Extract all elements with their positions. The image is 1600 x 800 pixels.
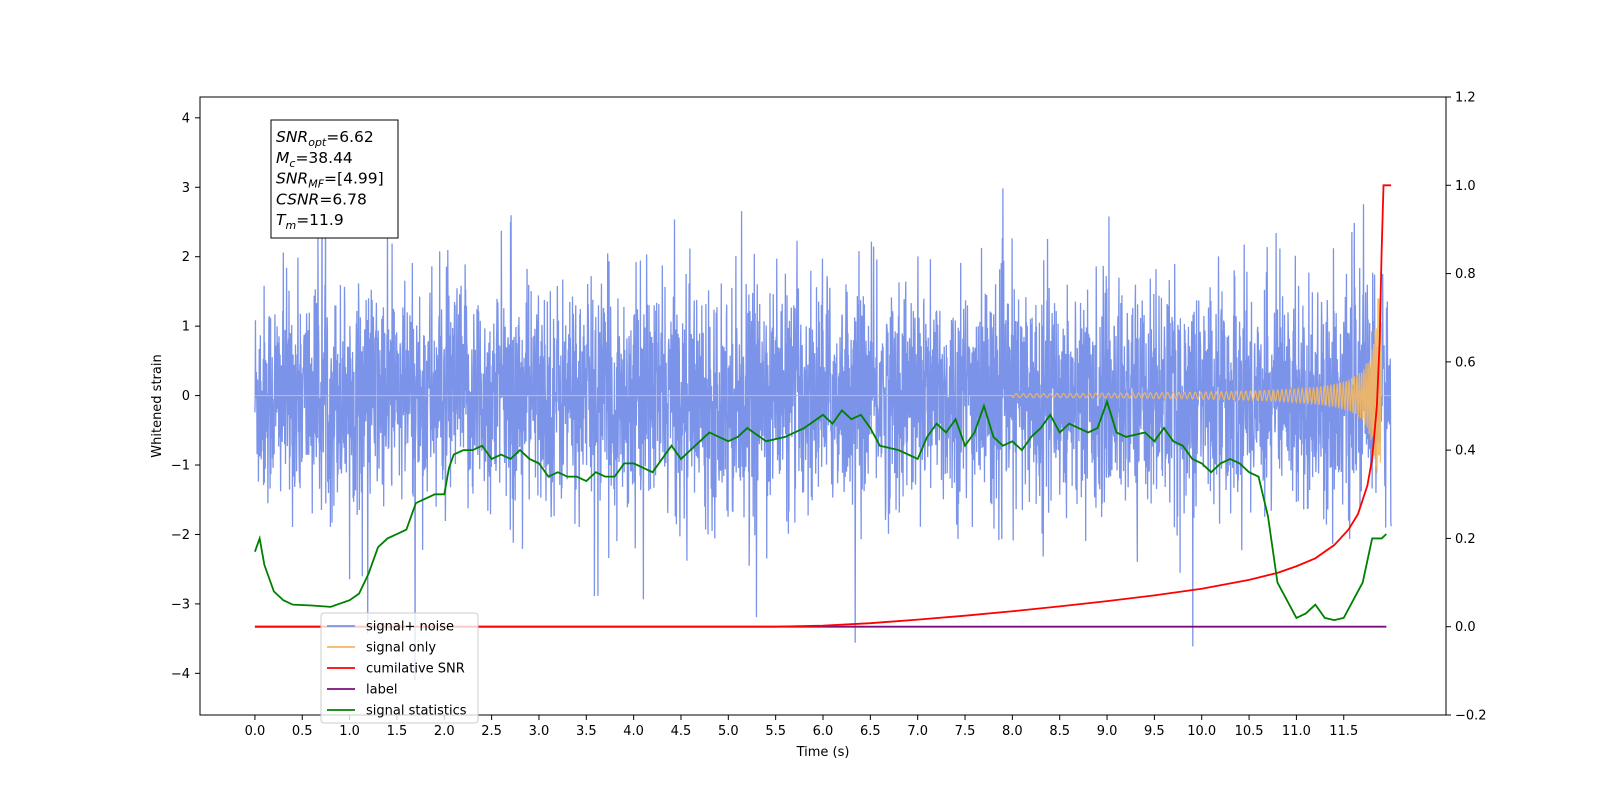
- y2-tick-label: 0.2: [1455, 532, 1476, 547]
- y-tick-label: 3: [182, 181, 190, 196]
- x-tick-label: 1.0: [339, 724, 360, 739]
- x-axis-label: Time (s): [796, 745, 850, 760]
- legend-label: cumilative SNR: [366, 662, 465, 677]
- signal-statistics-series: [254, 398, 1387, 622]
- x-tick-label: 3.0: [529, 724, 550, 739]
- annotation-frame: [270, 119, 399, 239]
- x-tick-label: 9.5: [1144, 724, 1165, 739]
- legend: signal+ noise signal only cumilative SNR la…: [320, 612, 479, 724]
- y-tick-label: 1: [182, 320, 190, 335]
- y-axis-right: −0.2 0.0 0.2 0.4 0.6 0.8 1.0 1.2: [1446, 91, 1487, 724]
- annotation-box: SNRopt=6.62Mc=38.44SNRMF=[4.99]CSNR=6.78…: [270, 119, 399, 239]
- y-tick-label: −4: [171, 667, 190, 682]
- x-tick-label: 2.0: [434, 724, 455, 739]
- x-tick-label: 0.5: [292, 724, 313, 739]
- legend-label: signal only: [366, 641, 436, 656]
- x-tick-label: 7.0: [907, 724, 928, 739]
- signal-only-series: [254, 298, 1392, 474]
- y-tick-label: −3: [171, 597, 190, 612]
- x-tick-label: 10.0: [1187, 724, 1216, 739]
- signal-noise-series: [254, 170, 1392, 681]
- legend-label: signal statistics: [366, 704, 467, 719]
- signal-statistics-line: [254, 398, 1387, 622]
- annotation-line: SNRopt=6.62: [276, 128, 374, 149]
- y2-tick-label: 0.6: [1455, 355, 1476, 370]
- y-tick-label: 0: [182, 389, 190, 404]
- y2-tick-label: 0.0: [1455, 620, 1476, 635]
- x-tick-label: 9.0: [1097, 724, 1118, 739]
- y-tick-label: −2: [171, 528, 190, 543]
- x-tick-label: 8.5: [1049, 724, 1070, 739]
- y2-tick-label: 0.4: [1455, 444, 1476, 459]
- x-axis: 0.0 0.5 1.0 1.5 2.0 2.5 3.0 3.5 4.0 4.5 5.0 5.5 6.0 6…: [245, 715, 1358, 739]
- x-tick-label: 1.5: [387, 724, 408, 739]
- legend-label: label: [366, 683, 397, 698]
- y-axis-label: Whitened strain: [150, 354, 165, 457]
- y-tick-label: 2: [182, 250, 190, 265]
- cumulative-snr-series: [254, 184, 1392, 628]
- y2-tick-label: 1.2: [1455, 91, 1476, 106]
- x-tick-label: 0.0: [245, 724, 266, 739]
- y-tick-label: −1: [171, 459, 190, 474]
- annotation-line: SNRMF=[4.99]: [276, 170, 384, 191]
- x-tick-label: 11.5: [1329, 724, 1358, 739]
- annotation-line: CSNR=6.78: [276, 190, 367, 208]
- x-tick-label: 7.5: [955, 724, 976, 739]
- signal-only-line: [254, 298, 1392, 474]
- signal-noise-line: [254, 170, 1392, 681]
- x-tick-label: 4.5: [671, 724, 692, 739]
- x-tick-label: 4.0: [623, 724, 644, 739]
- x-tick-label: 5.5: [765, 724, 786, 739]
- x-tick-label: 3.5: [576, 724, 597, 739]
- y2-tick-label: 1.0: [1455, 179, 1476, 194]
- annotation-line: Mc=38.44: [276, 149, 353, 170]
- x-tick-label: 10.5: [1235, 724, 1264, 739]
- x-tick-label: 2.5: [481, 724, 502, 739]
- y-axis-left: −4 −3 −2 −1 0 1 2 3 4: [171, 111, 200, 682]
- y-tick-label: 4: [182, 111, 190, 126]
- y2-tick-label: 0.8: [1455, 267, 1476, 282]
- x-tick-label: 6.5: [860, 724, 881, 739]
- legend-label: signal+ noise: [366, 620, 454, 635]
- x-tick-label: 5.0: [718, 724, 739, 739]
- annotation-line: Tm=11.9: [276, 211, 344, 232]
- x-tick-label: 6.0: [813, 724, 834, 739]
- legend-frame: [320, 612, 479, 724]
- x-tick-label: 8.0: [1002, 724, 1023, 739]
- x-tick-label: 11.0: [1282, 724, 1311, 739]
- cumulative-snr-line: [254, 184, 1392, 628]
- y2-tick-label: −0.2: [1455, 709, 1487, 724]
